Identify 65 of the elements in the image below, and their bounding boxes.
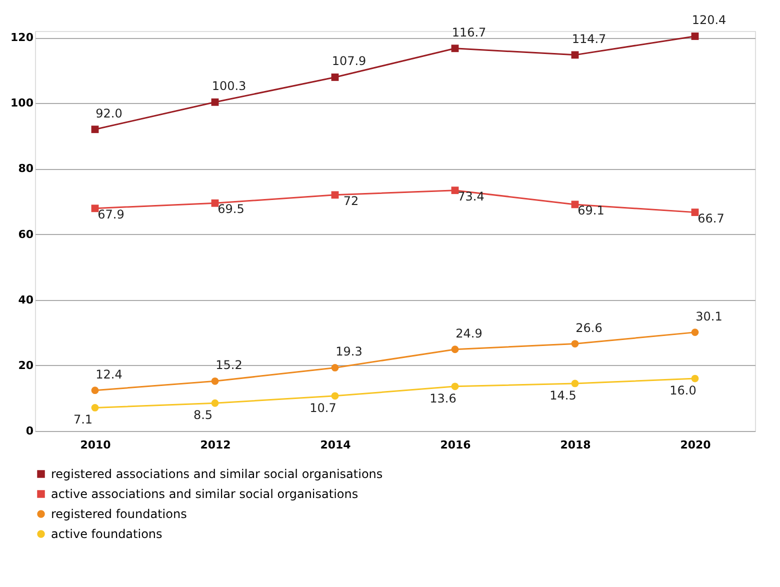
y-tick-label: 100: [10, 96, 34, 110]
point: [691, 208, 699, 216]
legend-label: active associations and similar social organisations: [51, 487, 358, 501]
point: [331, 191, 339, 199]
data-label: 114.7: [572, 32, 606, 46]
point: [331, 364, 339, 372]
point: [451, 186, 459, 194]
point: [451, 44, 459, 52]
x-tick-label: 2010: [80, 438, 112, 452]
point: [91, 386, 99, 394]
point: [691, 328, 699, 336]
point: [91, 126, 99, 134]
data-label: 15.2: [216, 358, 242, 372]
y-tick-label: 60: [18, 228, 34, 241]
point: [211, 377, 219, 385]
data-label: 13.6: [430, 391, 456, 406]
legend-label: active foundations: [51, 527, 162, 541]
data-label: 26.6: [576, 320, 602, 335]
point: [691, 32, 699, 40]
legend-label: registered associations and similar social organisations: [51, 467, 383, 481]
data-label: 12.4: [96, 367, 122, 382]
data-label: 8.5: [193, 408, 213, 422]
legend-label: registered foundations: [51, 507, 187, 521]
point: [91, 204, 99, 212]
y-tick-label: 80: [18, 162, 34, 176]
point: [331, 74, 339, 81]
data-label: 66.7: [698, 211, 724, 226]
y-tick-label: 20: [18, 358, 34, 372]
point: [211, 399, 219, 407]
point: [211, 98, 219, 106]
point: [451, 346, 459, 354]
data-label: 92.0: [96, 106, 122, 120]
data-label: 120.4: [692, 13, 726, 28]
x-tick-label: 2020: [680, 438, 712, 452]
data-label: 107.9: [332, 54, 366, 68]
x-tick-label: 2016: [440, 438, 472, 452]
x-tick-label: 2012: [200, 438, 231, 452]
data-label: 24.9: [456, 326, 482, 340]
y-tick-label: 120: [10, 31, 34, 44]
data-label: 7.1: [73, 412, 93, 427]
data-label: 14.5: [550, 388, 576, 402]
data-label: 73.4: [458, 189, 484, 204]
point: [451, 382, 459, 390]
point: [91, 404, 99, 412]
point: [691, 374, 699, 382]
data-label: 69.5: [218, 202, 244, 216]
x-tick-label: 2014: [320, 438, 352, 452]
data-label: 116.7: [452, 25, 486, 40]
x-tick-label: 2018: [560, 438, 591, 452]
point: [331, 392, 339, 400]
data-label: 69.1: [578, 203, 604, 218]
data-label: 19.3: [336, 344, 362, 359]
point: [571, 200, 579, 208]
data-label: 10.7: [310, 400, 336, 415]
data-label: 67.9: [98, 207, 124, 222]
data-label: 72: [343, 194, 359, 208]
y-tick-label: 0: [26, 424, 34, 438]
y-tick-label: 40: [18, 293, 34, 306]
point: [571, 380, 579, 388]
point: [211, 199, 219, 207]
data-label: 16.0: [670, 384, 696, 398]
point: [571, 340, 579, 348]
data-label: 100.3: [212, 79, 246, 94]
data-label: 30.1: [696, 309, 722, 324]
point: [571, 51, 579, 59]
